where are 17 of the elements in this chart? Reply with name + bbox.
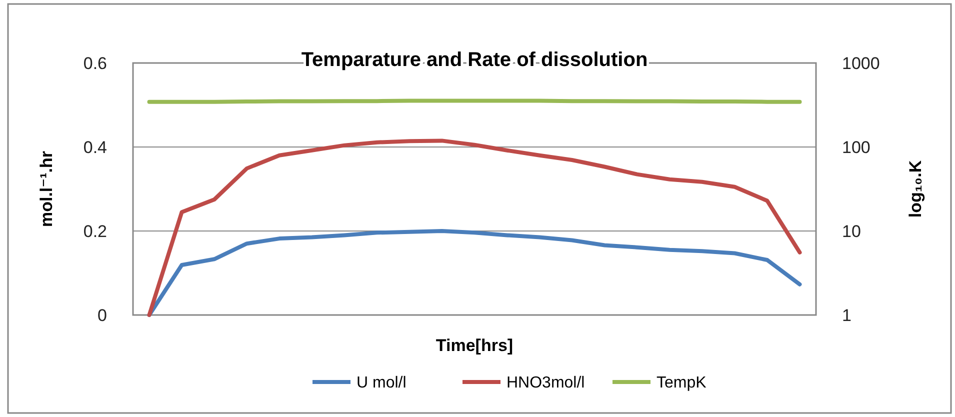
- legend-label: TempK: [656, 374, 707, 392]
- y2-tick-label: 1000: [842, 54, 880, 73]
- legend-label: U mol/l: [356, 374, 406, 392]
- y-axis-title: mol.l⁻¹.hr: [37, 150, 56, 228]
- chart-title: Temparature and Rate of dissolution: [301, 49, 648, 71]
- y2-axis-title: log₁₀.K: [906, 160, 925, 218]
- y-tick-label: 0.4: [83, 138, 107, 157]
- line-series: [147, 229, 802, 317]
- line-series: [147, 138, 802, 317]
- y-tick-label: 0.6: [83, 54, 107, 73]
- x-axis-title: Time[hrs]: [436, 336, 514, 355]
- y-tick-label: 0: [98, 306, 107, 325]
- y2-tick-label: 1: [842, 306, 852, 325]
- y-tick-label: 0.2: [83, 222, 107, 241]
- legend-label: HNO3mol/l: [506, 374, 585, 392]
- y2-tick-label: 100: [842, 138, 870, 157]
- y2-tick-label: 10: [842, 222, 861, 241]
